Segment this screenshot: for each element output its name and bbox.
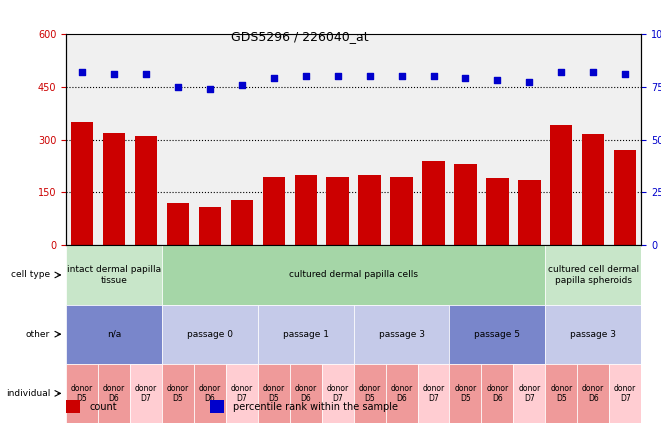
Bar (545, 305, 641, 364)
Bar (481, 364, 514, 423)
Bar (135, 136, 157, 245)
Text: passage 0: passage 0 (187, 330, 233, 339)
Text: individual: individual (6, 389, 50, 398)
Bar (354, 364, 385, 423)
Bar (449, 364, 481, 423)
Point (173, 83, 183, 90)
Point (524, 79, 535, 86)
Text: donor
D6: donor D6 (582, 384, 604, 403)
Text: count: count (89, 401, 117, 412)
Bar (486, 179, 508, 245)
Text: donor
D7: donor D7 (614, 384, 637, 403)
Bar (98, 364, 130, 423)
Text: donor
D6: donor D6 (295, 384, 317, 403)
Bar (454, 164, 477, 245)
Point (300, 73, 311, 80)
Text: intact dermal papilla
tissue: intact dermal papilla tissue (67, 265, 161, 285)
Bar (354, 305, 449, 364)
Point (141, 71, 151, 77)
Text: donor
D7: donor D7 (422, 384, 445, 403)
Bar (210, 400, 224, 413)
Bar (226, 364, 258, 423)
Point (556, 69, 566, 75)
Bar (103, 132, 125, 245)
Text: passage 1: passage 1 (283, 330, 329, 339)
Point (396, 73, 407, 80)
Text: cell type: cell type (11, 270, 50, 280)
Point (588, 69, 599, 75)
Text: donor
D5: donor D5 (71, 384, 93, 403)
Point (492, 77, 502, 84)
Text: donor
D5: donor D5 (550, 384, 572, 403)
Bar (385, 364, 418, 423)
Text: other: other (26, 330, 50, 339)
Bar (162, 364, 194, 423)
Bar (391, 177, 412, 245)
Point (332, 73, 343, 80)
Text: donor
D7: donor D7 (518, 384, 541, 403)
Text: donor
D7: donor D7 (135, 384, 157, 403)
Bar (418, 364, 449, 423)
Text: n/a: n/a (107, 330, 121, 339)
Point (108, 71, 119, 77)
Text: donor
D5: donor D5 (454, 384, 477, 403)
Text: donor
D5: donor D5 (167, 384, 189, 403)
Text: donor
D5: donor D5 (358, 384, 381, 403)
Bar (199, 206, 221, 245)
Point (364, 73, 375, 80)
Bar (162, 245, 545, 305)
Text: passage 5: passage 5 (475, 330, 520, 339)
Text: passage 3: passage 3 (570, 330, 616, 339)
Text: passage 3: passage 3 (379, 330, 424, 339)
Bar (577, 364, 609, 423)
Bar (262, 177, 285, 245)
Bar (71, 122, 93, 245)
Text: donor
D5: donor D5 (262, 384, 285, 403)
Bar (550, 126, 572, 245)
Bar (545, 245, 641, 305)
Text: cultured dermal papilla cells: cultured dermal papilla cells (289, 270, 418, 280)
Point (460, 75, 471, 82)
Text: percentile rank within the sample: percentile rank within the sample (233, 401, 398, 412)
Bar (545, 364, 577, 423)
Bar (162, 305, 258, 364)
Bar (422, 161, 445, 245)
Bar (327, 177, 349, 245)
Bar (130, 364, 162, 423)
Bar (514, 364, 545, 423)
Point (77, 69, 87, 75)
Text: donor
D6: donor D6 (199, 384, 221, 403)
Bar (66, 364, 98, 423)
Text: GDS5296 / 226040_at: GDS5296 / 226040_at (231, 30, 369, 43)
Bar (231, 200, 253, 245)
Bar (582, 135, 604, 245)
Bar (322, 364, 354, 423)
Point (620, 71, 631, 77)
Bar (66, 305, 162, 364)
Text: donor
D6: donor D6 (103, 384, 125, 403)
Bar (295, 175, 317, 245)
Text: donor
D7: donor D7 (327, 384, 349, 403)
Bar (518, 180, 541, 245)
Bar (167, 203, 189, 245)
Text: donor
D6: donor D6 (486, 384, 508, 403)
Text: cultured cell dermal
papilla spheroids: cultured cell dermal papilla spheroids (548, 265, 639, 285)
Text: donor
D7: donor D7 (231, 384, 253, 403)
Bar (449, 305, 545, 364)
Bar (358, 175, 381, 245)
Bar (290, 364, 322, 423)
Bar (609, 364, 641, 423)
Bar (194, 364, 226, 423)
Bar (66, 245, 162, 305)
Point (428, 73, 439, 80)
Point (268, 75, 279, 82)
Point (204, 85, 215, 92)
Bar (258, 305, 354, 364)
Bar (258, 364, 290, 423)
Bar (66, 400, 81, 413)
Text: donor
D6: donor D6 (391, 384, 412, 403)
Bar (614, 150, 637, 245)
Point (237, 81, 247, 88)
